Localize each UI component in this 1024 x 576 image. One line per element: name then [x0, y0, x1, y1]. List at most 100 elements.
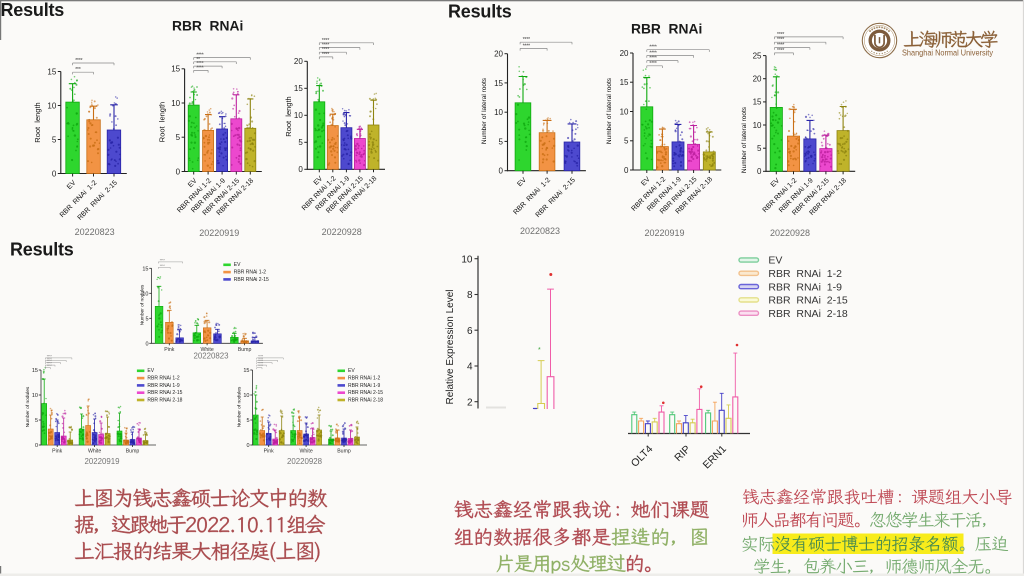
svg-text:****: **** — [523, 37, 531, 43]
svg-text:RBR RNAi 2-15: RBR RNAi 2-15 — [348, 390, 383, 396]
svg-text:2: 2 — [467, 397, 473, 408]
svg-text:Results: Results — [10, 240, 74, 260]
svg-text:10: 10 — [494, 108, 503, 117]
svg-text:10: 10 — [620, 107, 629, 116]
svg-text:****: **** — [523, 43, 531, 49]
svg-text:****: **** — [258, 357, 264, 361]
svg-text:EV: EV — [516, 176, 528, 188]
svg-text:****: **** — [160, 264, 166, 268]
svg-text:Shanghai Normal University: Shanghai Normal University — [902, 48, 994, 58]
svg-text:0: 0 — [246, 443, 249, 449]
svg-text:0: 0 — [176, 167, 181, 176]
svg-text:0: 0 — [499, 167, 504, 176]
svg-text:20220919: 20220919 — [199, 228, 239, 238]
svg-text:EV: EV — [640, 176, 652, 188]
svg-text:10: 10 — [294, 111, 303, 120]
svg-text:RBR RNAi 2-15: RBR RNAi 2-15 — [234, 277, 269, 283]
svg-text:RBR RNAi 2-15: RBR RNAi 2-15 — [147, 390, 182, 396]
svg-text:Relative Expression Level: Relative Expression Level — [445, 289, 456, 404]
svg-text:Root length: Root length — [33, 102, 42, 142]
svg-text:EV: EV — [768, 255, 782, 267]
svg-text:****: **** — [47, 362, 53, 366]
svg-text:0: 0 — [757, 167, 762, 176]
svg-text:White: White — [88, 449, 101, 455]
svg-text:****: **** — [777, 37, 785, 43]
svg-text:5: 5 — [298, 138, 303, 147]
svg-text:5: 5 — [624, 137, 629, 146]
svg-text:4: 4 — [467, 362, 473, 373]
svg-text:****: **** — [160, 258, 166, 262]
svg-text:White: White — [299, 449, 312, 455]
svg-text:10: 10 — [47, 101, 56, 110]
svg-text:****: **** — [47, 354, 53, 358]
svg-text:Pink: Pink — [164, 347, 174, 353]
svg-text:RBR RNAi 1-9: RBR RNAi 1-9 — [768, 281, 842, 293]
svg-text:15: 15 — [47, 67, 56, 76]
svg-text:20220919: 20220919 — [84, 457, 120, 466]
svg-text:15: 15 — [142, 266, 148, 272]
svg-text:15: 15 — [620, 78, 629, 87]
svg-text:Bump: Bump — [126, 449, 140, 455]
svg-text:10: 10 — [243, 393, 249, 399]
svg-text:10: 10 — [753, 121, 762, 130]
svg-text:5: 5 — [35, 418, 38, 424]
svg-text:RBR RNAi 2-15: RBR RNAi 2-15 — [768, 295, 848, 307]
svg-text:Results: Results — [1, 0, 65, 20]
svg-text:EV: EV — [770, 177, 782, 189]
svg-text:RBR RNAi 1-9: RBR RNAi 1-9 — [348, 383, 380, 389]
svg-text:****: **** — [649, 56, 657, 62]
svg-text:6: 6 — [467, 326, 473, 337]
svg-text:****: **** — [196, 53, 204, 59]
svg-text:****: **** — [649, 45, 657, 51]
svg-text:Bump: Bump — [238, 347, 252, 353]
svg-text:Number of lateral roots: Number of lateral roots — [606, 77, 613, 144]
svg-text:****: **** — [196, 65, 204, 71]
svg-text:Pink: Pink — [264, 449, 274, 455]
svg-text:15: 15 — [243, 368, 249, 374]
svg-text:Bump: Bump — [337, 449, 351, 455]
svg-text:RBR RNAi: RBR RNAi — [631, 22, 702, 37]
svg-text:RBR RNAi 1-2: RBR RNAi 1-2 — [234, 270, 266, 276]
svg-text:****: **** — [322, 52, 330, 58]
svg-text:****: **** — [258, 354, 264, 358]
svg-text:RBR RNAi 1-2: RBR RNAi 1-2 — [768, 268, 842, 280]
svg-text:EV: EV — [66, 179, 78, 191]
svg-text:5: 5 — [757, 144, 762, 153]
svg-text:****: **** — [258, 362, 264, 366]
svg-text:Pink: Pink — [52, 449, 62, 455]
svg-text:****: **** — [322, 43, 330, 49]
svg-text:RBR RNAi 1-2: RBR RNAi 1-2 — [348, 376, 380, 382]
svg-text:****: **** — [322, 38, 330, 44]
svg-text:***: *** — [75, 67, 82, 73]
svg-text:5: 5 — [176, 133, 181, 142]
svg-text:20220928: 20220928 — [770, 228, 810, 238]
svg-text:20: 20 — [620, 49, 629, 58]
svg-text:10: 10 — [461, 254, 473, 265]
svg-text:5: 5 — [499, 137, 504, 146]
svg-text:Number of lateral roots: Number of lateral roots — [481, 77, 488, 144]
svg-text:****: **** — [777, 32, 785, 38]
svg-text:15: 15 — [32, 368, 38, 374]
svg-text:****: **** — [75, 58, 83, 64]
svg-text:25: 25 — [753, 51, 762, 60]
svg-text:EV: EV — [313, 175, 325, 187]
svg-text:10: 10 — [171, 99, 180, 108]
svg-text:RBR RNAi: RBR RNAi — [172, 18, 243, 33]
svg-text:****: **** — [649, 51, 657, 57]
svg-text:EV: EV — [348, 368, 355, 374]
svg-text:RBR RNAi 2-18: RBR RNAi 2-18 — [768, 308, 848, 320]
svg-text:Number of nodules: Number of nodules — [25, 386, 31, 427]
svg-text:20220823: 20220823 — [520, 226, 560, 236]
svg-text:****: **** — [47, 359, 53, 363]
svg-text:0: 0 — [298, 165, 303, 174]
svg-text:White: White — [200, 347, 213, 353]
svg-text:15: 15 — [294, 84, 303, 93]
svg-text:Number of nodules: Number of nodules — [237, 386, 243, 427]
svg-text:****: **** — [322, 47, 330, 53]
svg-text:0: 0 — [145, 341, 148, 347]
svg-text:**: ** — [196, 57, 201, 63]
svg-text:15: 15 — [171, 65, 180, 74]
svg-text:20: 20 — [753, 75, 762, 84]
svg-text:20220928: 20220928 — [322, 227, 362, 237]
svg-text:Root length: Root length — [284, 96, 293, 136]
